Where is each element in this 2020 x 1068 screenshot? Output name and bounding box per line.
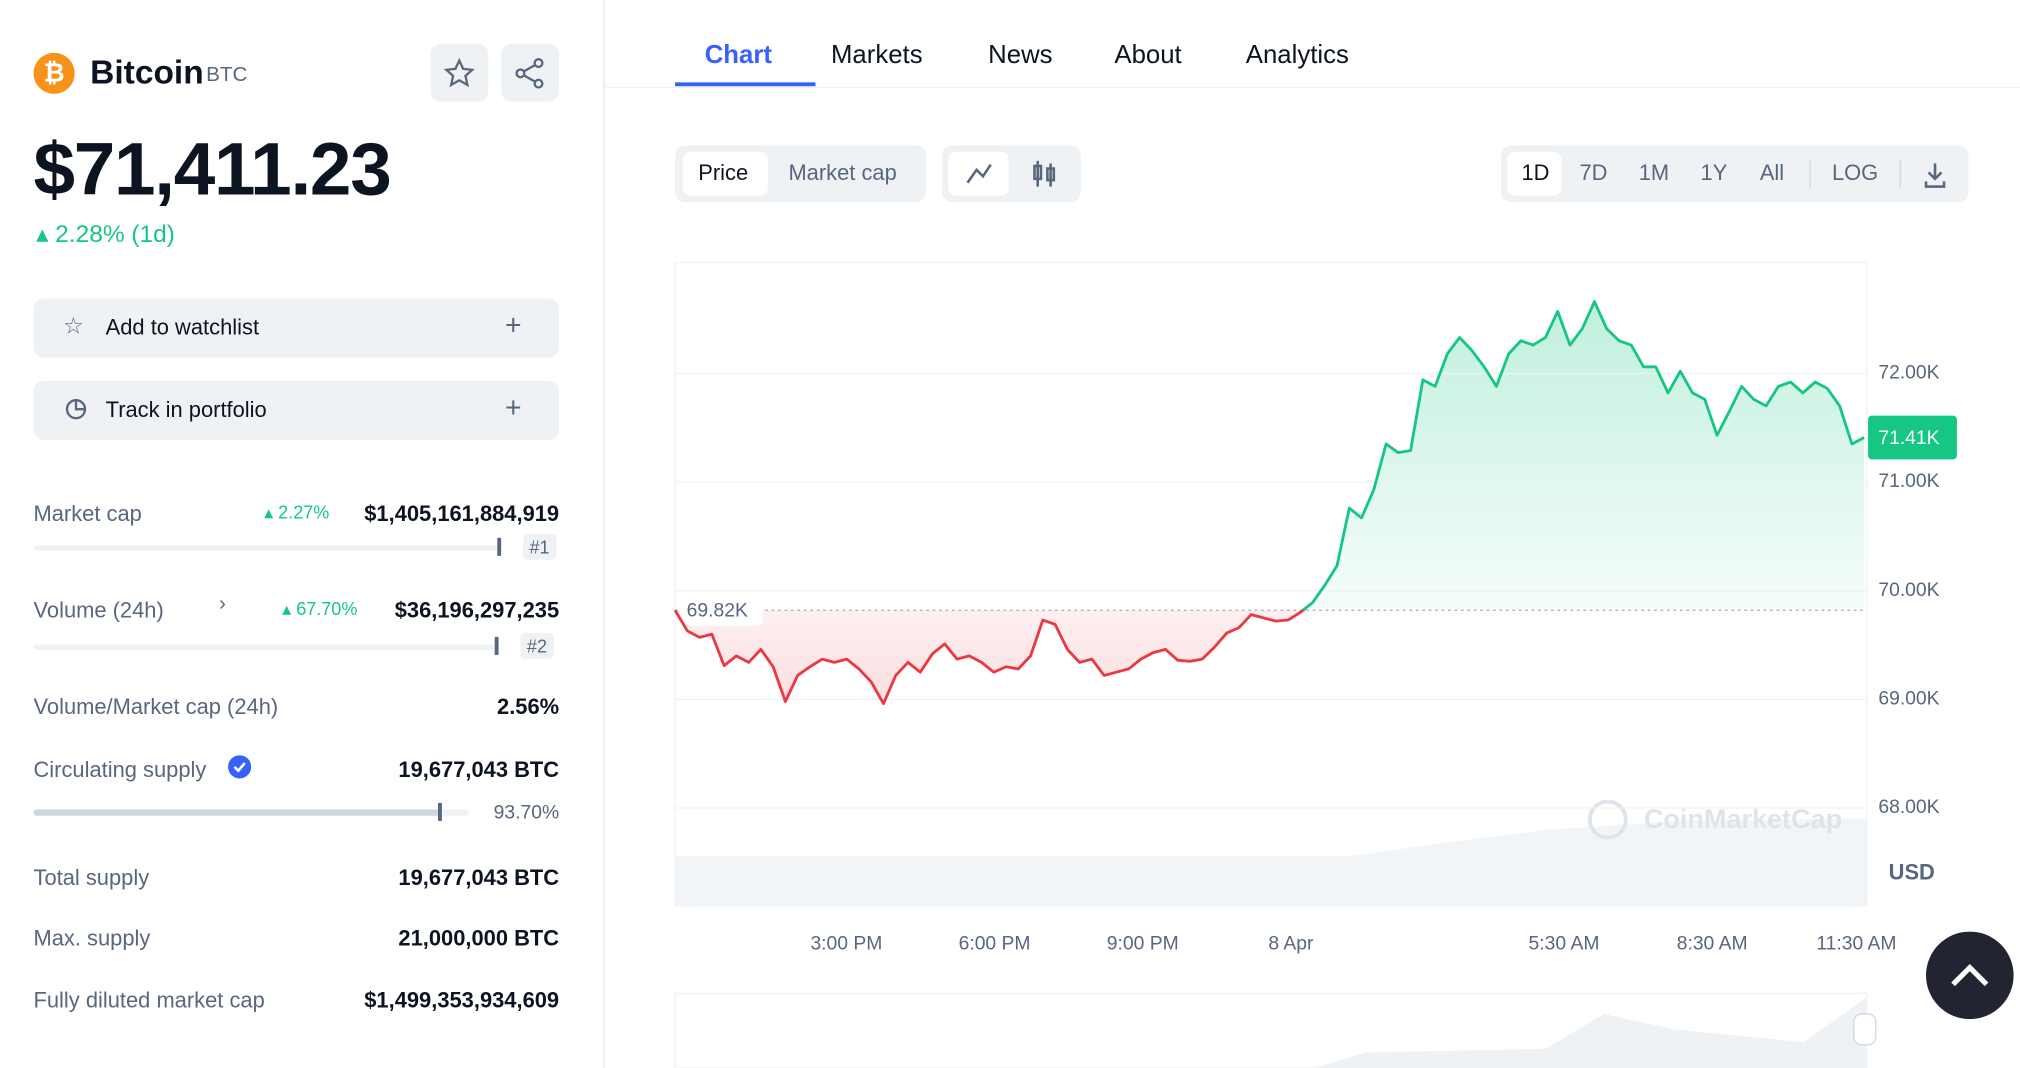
- coin-symbol: BTC: [206, 64, 248, 87]
- y-tick-label: 72.00K: [1878, 362, 1939, 383]
- x-tick-label: 8 Apr: [1268, 934, 1314, 955]
- tab[interactable]: Chart: [704, 41, 772, 70]
- stat-label: Total supply: [33, 865, 150, 891]
- y-tick-label: 69.00K: [1878, 688, 1939, 709]
- range[interactable]: All: [1759, 160, 1785, 186]
- volume-area: [675, 818, 1867, 906]
- range[interactable]: 1M: [1638, 160, 1670, 186]
- stat-change: ▴ 67.70%: [282, 598, 358, 619]
- navigator-area: [675, 997, 1867, 1068]
- share-icon: [515, 58, 544, 89]
- currency: USD: [1889, 859, 1935, 884]
- range-active: [1507, 151, 1562, 196]
- tab[interactable]: Analytics: [1245, 41, 1349, 70]
- price-change: ▴ 2.28% (1d): [36, 221, 175, 249]
- stat-change: ▴ 2.27%: [264, 501, 330, 523]
- baseline-label: 69.82K: [687, 601, 748, 622]
- icon-buttons: [430, 43, 560, 102]
- range[interactable]: 1Y: [1700, 160, 1728, 186]
- watermark-logo: [1587, 799, 1628, 840]
- current-price-label: 71.41K: [1878, 428, 1939, 449]
- navigator-handle[interactable]: [1853, 1013, 1877, 1046]
- supply-percent: 93.70%: [493, 801, 560, 824]
- verified-icon: [228, 755, 252, 779]
- stat-value: $1,405,161,884,919: [364, 501, 560, 527]
- current-price-box: [1868, 415, 1957, 460]
- rank-bar: [33, 644, 498, 650]
- y-tick-label: 68.00K: [1878, 797, 1939, 818]
- plus-icon: +: [505, 308, 522, 341]
- stat-label: Circulating supply: [33, 757, 207, 783]
- scroll-top-icon: [1951, 963, 1989, 987]
- range[interactable]: 7D: [1579, 160, 1608, 186]
- watchlist-label: Add to watchlist: [105, 315, 260, 340]
- share-button[interactable]: [501, 43, 560, 102]
- stat-change-text: 67.70%: [296, 598, 358, 619]
- line-icon[interactable]: [966, 163, 992, 184]
- y-tick-label: 70.00K: [1878, 580, 1939, 601]
- x-tick-label: 6:00 PM: [959, 934, 1031, 955]
- stat-value: $36,196,297,235: [394, 598, 560, 623]
- star-button[interactable]: [430, 43, 489, 102]
- star-icon: ☆: [63, 312, 84, 339]
- price-area: [675, 301, 1865, 704]
- stat-label: Volume (24h): [33, 598, 164, 623]
- tab[interactable]: Markets: [830, 41, 923, 70]
- price: $71,411.23: [33, 127, 391, 212]
- rank-marker: [494, 636, 499, 655]
- tab-underline: [675, 82, 816, 87]
- supply-marker: [438, 802, 442, 821]
- watermark: CoinMarketCap: [1644, 804, 1842, 834]
- stat-value: 19,677,043 BTC: [398, 865, 560, 891]
- rank: #1: [523, 533, 557, 560]
- download-icon[interactable]: [1924, 163, 1946, 188]
- coin-glyph: ₿: [44, 59, 65, 87]
- price-change-text: 2.28% (1d): [55, 221, 175, 249]
- supply-fill: [33, 809, 441, 816]
- toggle[interactable]: Market cap: [788, 160, 897, 186]
- stat-value: 21,000,000 BTC: [398, 926, 560, 951]
- x-tick-label: 11:30 AM: [1816, 934, 1896, 955]
- rank-bar: [33, 545, 500, 551]
- y-tick-label: 71.00K: [1878, 471, 1939, 492]
- candle-icon[interactable]: [1033, 160, 1056, 187]
- portfolio-label: Track in portfolio: [105, 397, 267, 423]
- scroll-top[interactable]: [1926, 931, 2014, 1020]
- watchlist-button[interactable]: [33, 298, 560, 358]
- stat-change-text: 2.27%: [278, 501, 330, 523]
- toggle[interactable]: Price: [698, 160, 749, 186]
- x-tick-label: 3:00 PM: [810, 934, 882, 955]
- stat-label: Max. supply: [33, 926, 151, 951]
- plus-icon: +: [505, 391, 522, 424]
- range-box: [1500, 145, 1969, 203]
- type-active: [948, 151, 1009, 196]
- range[interactable]: 1D: [1521, 160, 1550, 186]
- stat-value: $1,499,353,934,609: [364, 988, 560, 1013]
- x-tick-label: 5:30 AM: [1529, 934, 1600, 955]
- rank: #2: [520, 633, 554, 659]
- pie-icon: [65, 399, 87, 420]
- star-icon: [443, 57, 475, 88]
- toggle-active: [682, 151, 768, 196]
- stat-value: 19,677,043 BTC: [398, 757, 560, 783]
- coin-logo: ₿: [33, 52, 75, 94]
- rank-marker: [497, 537, 502, 556]
- stat-label: Volume/Market cap (24h): [33, 694, 279, 720]
- coin-name: Bitcoin: [90, 52, 204, 92]
- stat-label: Market cap: [33, 501, 142, 527]
- x-tick-label: 9:00 PM: [1107, 934, 1179, 955]
- stat-value: 2.56%: [497, 694, 560, 720]
- stat-label: Fully diluted market cap: [33, 988, 265, 1013]
- tab[interactable]: News: [988, 41, 1053, 70]
- x-tick-label: 8:30 AM: [1677, 934, 1748, 955]
- range[interactable]: LOG: [1831, 160, 1879, 186]
- baseline-label-box: [680, 594, 763, 626]
- price-line: [673, 300, 1865, 706]
- portfolio-button[interactable]: [33, 380, 560, 441]
- tab[interactable]: About: [1114, 41, 1182, 70]
- chevron[interactable]: ›: [219, 593, 226, 616]
